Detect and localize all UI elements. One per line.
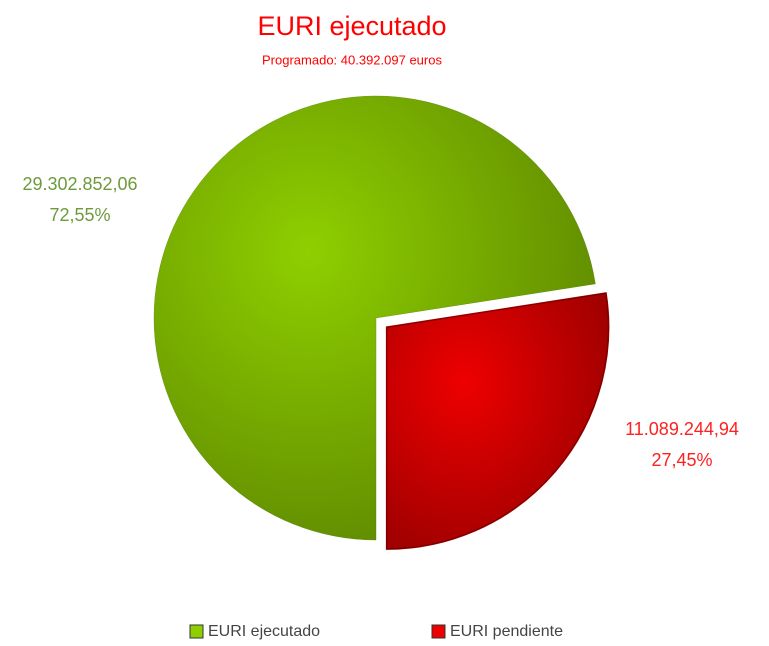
chart-title: EURI ejecutado <box>257 11 446 41</box>
percentage-label: 27,45% <box>651 450 712 470</box>
pie-slice <box>385 292 610 550</box>
percentage-label: 72,55% <box>49 205 110 225</box>
data-label: 11.089.244,94 <box>625 419 739 439</box>
legend-swatch <box>189 624 204 639</box>
data-label: 29.302.852,06 <box>22 174 137 194</box>
legend-label: EURI ejecutado <box>208 623 320 640</box>
legend-label: EURI pendiente <box>450 623 563 640</box>
chart-subtitle: Programado: 40.392.097 euros <box>262 52 442 67</box>
legend-swatch <box>431 624 446 639</box>
